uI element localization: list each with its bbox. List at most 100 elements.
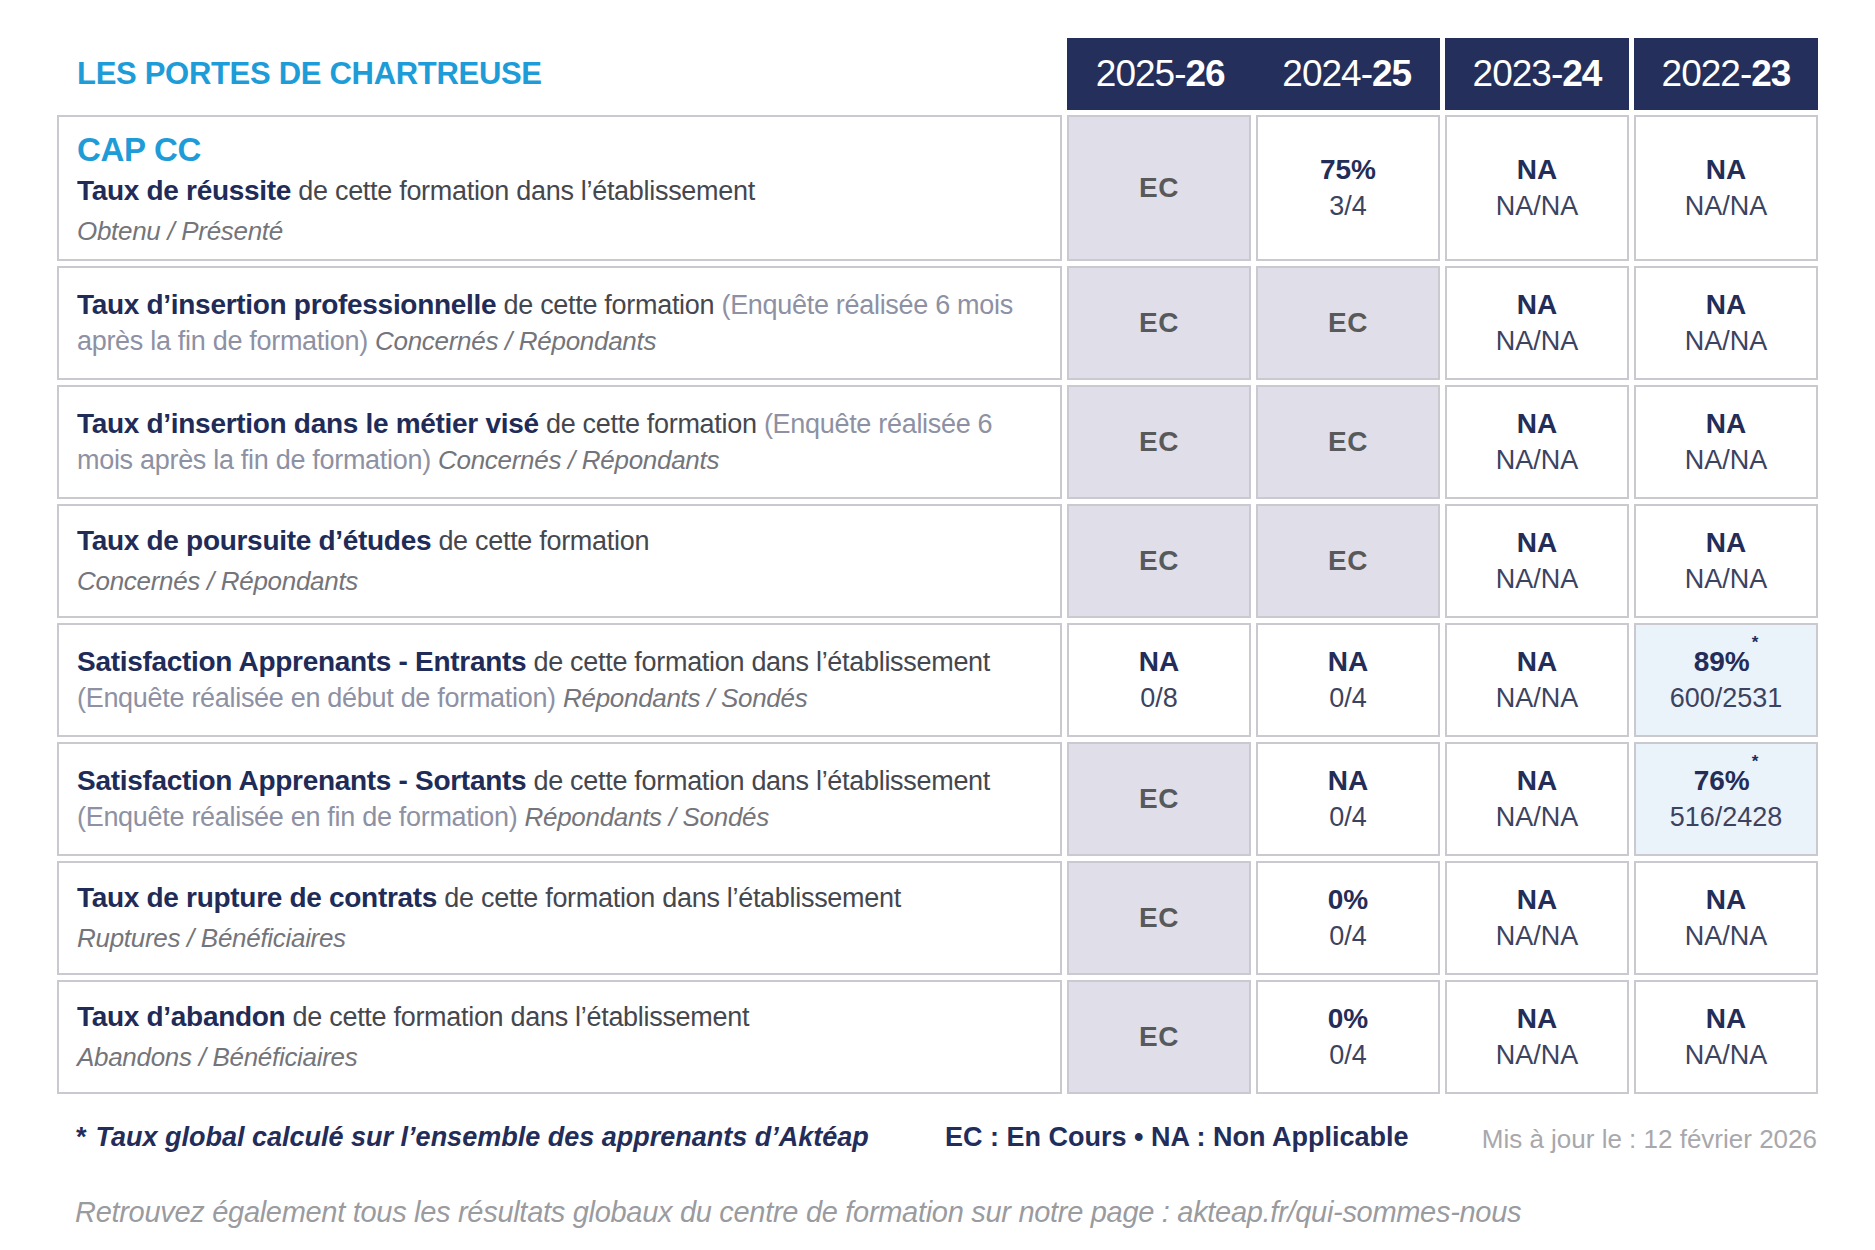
cell-main-value: EC [1139, 427, 1179, 458]
cell-ratio-value: NA/NA [1685, 446, 1768, 476]
cell-main-value: 89%* [1694, 647, 1759, 678]
year-header-block-1: 2025-26 2024-25 [1067, 38, 1440, 110]
cell-main-value: EC [1139, 903, 1179, 934]
value-cell: NANA/NA [1634, 861, 1818, 975]
row-label: CAP CC Taux de réussite de cette formati… [57, 115, 1062, 261]
value-cell: 89%*600/2531 [1634, 623, 1818, 737]
asterisk: * [1752, 633, 1759, 652]
indicator-survey-note: (Enquête réalisée en début de formation) [77, 683, 556, 713]
indicator-title: Taux de rupture de contrats [77, 882, 437, 913]
value-cell: 0%0/4 [1256, 861, 1440, 975]
cell-main-value: NA [1328, 647, 1368, 678]
indicator-description: de cette formation dans l’établissement [298, 176, 755, 206]
indicator-label: Satisfaction Apprenants - Entrants de ce… [77, 644, 1038, 717]
course-code: CAP CC [77, 128, 1038, 172]
row-label: Taux d’insertion dans le métier visé de … [57, 385, 1062, 499]
cell-ratio-value: NA/NA [1496, 803, 1579, 833]
indicator-label: Taux d’insertion professionnelle de cett… [77, 287, 1038, 360]
value-cell: EC [1067, 385, 1251, 499]
value-cell: NANA/NA [1445, 980, 1629, 1094]
row-label: Taux d’abandon de cette formation dans l… [57, 980, 1062, 1094]
value-cell: NANA/NA [1445, 266, 1629, 380]
value-cell: EC [1256, 504, 1440, 618]
indicator-description: de cette formation [504, 290, 715, 320]
cell-main-value: 76%* [1694, 766, 1759, 797]
indicator-label: Taux d’insertion dans le métier visé de … [77, 406, 1038, 479]
cell-main-value: NA [1706, 290, 1746, 321]
year-header-block-2: 2023-24 [1445, 38, 1629, 110]
cell-ratio-value: NA/NA [1685, 922, 1768, 952]
value-cell: EC [1067, 266, 1251, 380]
cell-main-value: EC [1139, 1022, 1179, 1053]
indicator-title: Taux d’abandon [77, 1001, 285, 1032]
cell-main-value: NA [1706, 1004, 1746, 1035]
cell-main-value: NA [1139, 647, 1179, 678]
cell-main-value: EC [1139, 173, 1179, 204]
value-cell: EC [1067, 115, 1251, 261]
cell-main-value: NA [1517, 885, 1557, 916]
year-column-2024-25: 2024-25 [1254, 53, 1441, 95]
cell-main-value: EC [1328, 546, 1368, 577]
indicator-label: Satisfaction Apprenants - Sortants de ce… [77, 763, 1038, 836]
cell-ratio-value: NA/NA [1496, 446, 1579, 476]
indicator-label: Taux de rupture de contrats de cette for… [77, 880, 1038, 917]
indicator-description: de cette formation dans l’établissement [533, 647, 990, 677]
year-light: 2022- [1662, 53, 1752, 94]
cell-main-value: EC [1139, 546, 1179, 577]
value-cell: NANA/NA [1634, 266, 1818, 380]
indicator-label: Taux d’abandon de cette formation dans l… [77, 999, 1038, 1036]
indicator-ratio-caption: Concernés / Répondants [375, 326, 656, 356]
value-cell: NANA/NA [1634, 115, 1818, 261]
cell-main-value: EC [1139, 308, 1179, 339]
year-bold: 26 [1185, 53, 1224, 94]
value-cell: NA NA/NA [1445, 623, 1629, 737]
indicator-label: Taux de réussite de cette formation dans… [77, 173, 1038, 210]
cell-main-value: EC [1328, 308, 1368, 339]
indicator-ratio-caption: Abandons / Bénéficiaires [77, 1040, 1038, 1074]
indicator-title: Taux de poursuite d’études [77, 525, 431, 556]
value-cell: NA0/4 [1256, 742, 1440, 856]
cell-main-value: NA [1517, 1004, 1557, 1035]
indicator-description: de cette formation dans l’établissement [533, 766, 990, 796]
value-cell: EC [1067, 742, 1251, 856]
year-column-2025-26: 2025-26 [1067, 53, 1254, 95]
value-cell: EC [1067, 980, 1251, 1094]
value-cell: EC [1067, 861, 1251, 975]
cell-main-value: 75% [1320, 155, 1376, 186]
value-cell: 0%0/4 [1256, 980, 1440, 1094]
bottom-note: Retrouvez également tous les résultats g… [75, 1196, 1521, 1229]
cell-main-value: 0% [1328, 1004, 1368, 1035]
last-updated: Mis à jour le : 12 février 2026 [1482, 1124, 1817, 1155]
cell-ratio-value: NA/NA [1496, 684, 1579, 714]
value-cell: NANA/NA [1445, 504, 1629, 618]
cell-ratio-value: NA/NA [1685, 192, 1768, 222]
indicator-title: Taux d’insertion dans le métier visé [77, 408, 539, 439]
value-cell: 76%*516/2428 [1634, 742, 1818, 856]
year-column-2023-24: 2023-24 [1473, 53, 1602, 95]
indicator-title: Satisfaction Apprenants - Sortants [77, 765, 526, 796]
cell-main-value: NA [1517, 409, 1557, 440]
value-cell: NA NA/NA [1445, 385, 1629, 499]
year-bold: 24 [1562, 53, 1601, 94]
cell-ratio-value: NA/NA [1496, 922, 1579, 952]
cell-main-value: NA [1517, 766, 1557, 797]
indicator-description: de cette formation [438, 526, 649, 556]
footnote-text: Taux global calculé sur l’ensemble des a… [96, 1122, 869, 1152]
year-column-2022-23: 2022-23 [1662, 53, 1791, 95]
indicator-ratio-caption: Obtenu / Présenté [77, 214, 1038, 248]
cell-ratio-value: 3/4 [1329, 192, 1367, 222]
cell-ratio-value: 0/4 [1329, 922, 1367, 952]
indicator-label: Taux de poursuite d’études de cette form… [77, 523, 1038, 560]
value-cell: 75%3/4 [1256, 115, 1440, 261]
value-cell: NA0/8 [1067, 623, 1251, 737]
indicator-ratio-caption: Concernés / Répondants [77, 564, 1038, 598]
value-cell: NANA/NA [1634, 504, 1818, 618]
cell-main-value: EC [1139, 784, 1179, 815]
indicator-description: de cette formation [546, 409, 757, 439]
cell-main-value: NA [1517, 647, 1557, 678]
cell-main-value: NA [1328, 766, 1368, 797]
cell-main-value: 0% [1328, 885, 1368, 916]
asterisk: * [1752, 752, 1759, 771]
value-cell: NA0/4 [1256, 623, 1440, 737]
indicator-survey-note: (Enquête réalisée en fin de formation) [77, 802, 517, 832]
